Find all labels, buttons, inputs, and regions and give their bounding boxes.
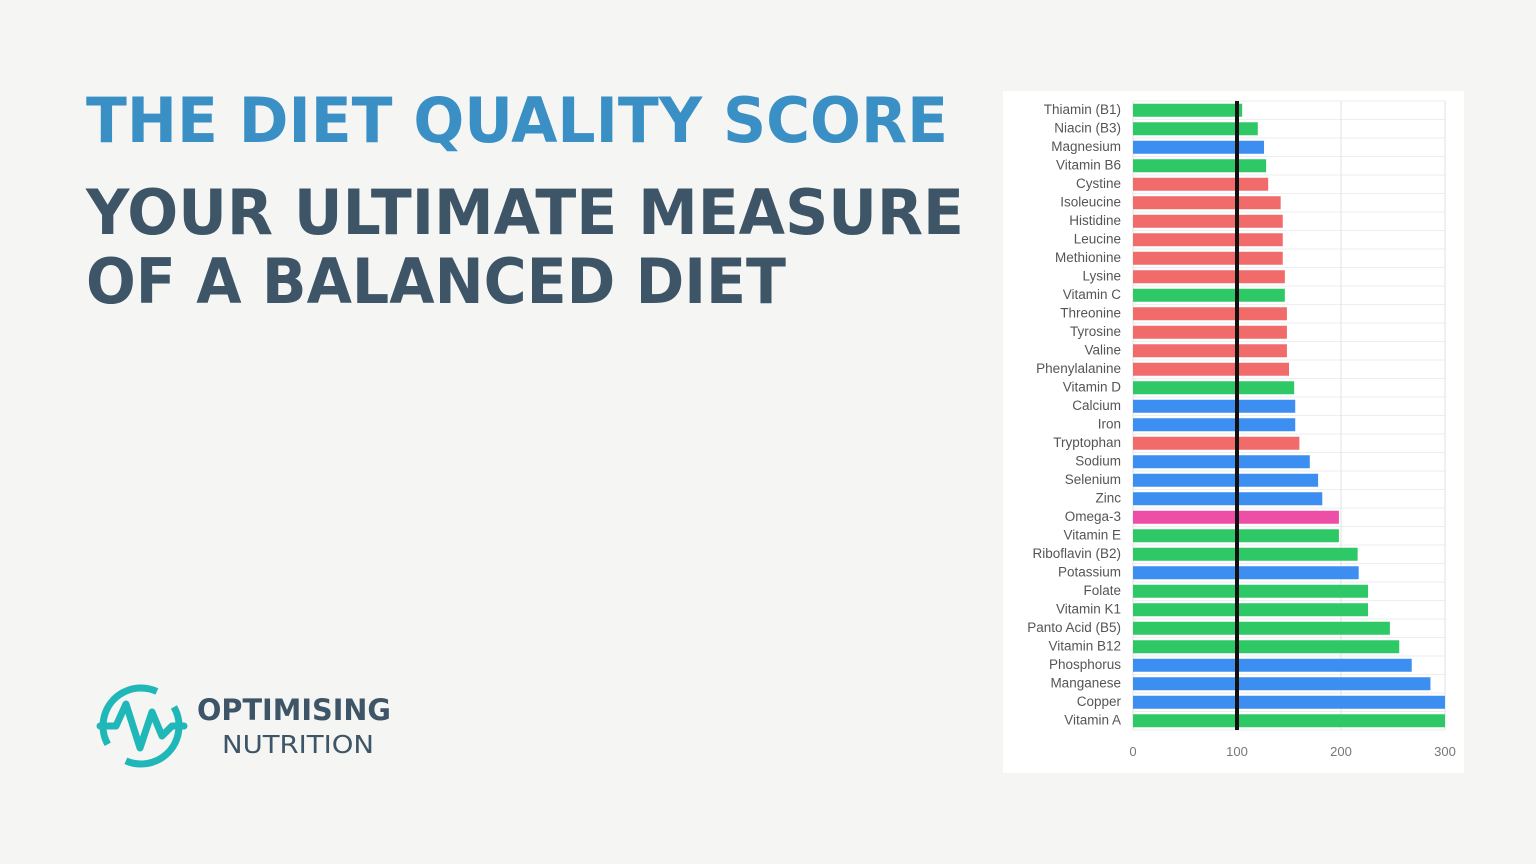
category-label: Omega-3 (1065, 509, 1121, 524)
bar (1133, 566, 1359, 580)
bar (1133, 436, 1300, 450)
bar (1133, 122, 1258, 136)
bar (1133, 547, 1358, 561)
bar (1133, 640, 1400, 654)
bar (1133, 196, 1281, 210)
category-label: Vitamin B12 (1048, 638, 1121, 653)
category-label: Selenium (1065, 472, 1121, 487)
category-label: Thiamin (B1) (1044, 102, 1121, 117)
bar (1133, 492, 1323, 506)
bar (1133, 325, 1287, 339)
logo-text: NUTRITION (222, 730, 374, 759)
category-label: Copper (1077, 694, 1122, 709)
subheadline: OF A BALANCED DIET (86, 245, 786, 318)
bar (1133, 677, 1431, 691)
x-tick-label: 100 (1226, 744, 1248, 759)
category-label: Vitamin E (1063, 527, 1121, 542)
category-label: Vitamin K1 (1056, 601, 1121, 616)
bar (1133, 621, 1390, 635)
headline: THE DIET QUALITY SCORE (86, 84, 948, 157)
category-label: Isoleucine (1060, 194, 1121, 209)
category-label: Manganese (1050, 675, 1121, 690)
category-label: Cystine (1076, 176, 1121, 191)
bar (1133, 270, 1285, 284)
bar (1133, 159, 1267, 173)
category-label: Vitamin C (1063, 287, 1122, 302)
subheadline: YOUR ULTIMATE MEASURE (85, 176, 964, 249)
category-label: Threonine (1060, 305, 1121, 320)
bar (1133, 344, 1287, 358)
x-tick-label: 0 (1129, 744, 1136, 759)
bar (1133, 214, 1283, 228)
category-label: Riboflavin (B2) (1032, 546, 1121, 561)
category-label: Tyrosine (1070, 324, 1121, 339)
category-label: Magnesium (1051, 139, 1121, 154)
bar (1133, 455, 1310, 469)
bar (1133, 251, 1283, 265)
category-label: Leucine (1074, 231, 1121, 246)
bar (1133, 177, 1269, 191)
x-tick-label: 300 (1434, 744, 1456, 759)
bar (1133, 399, 1296, 413)
category-label: Methionine (1055, 250, 1121, 265)
category-label: Folate (1083, 583, 1121, 598)
bar (1133, 381, 1295, 395)
bar (1133, 714, 1445, 728)
bar (1133, 103, 1243, 117)
category-label: Tryptophan (1053, 435, 1121, 450)
category-label: Potassium (1058, 564, 1121, 579)
bar (1133, 695, 1445, 709)
category-label: Calcium (1072, 398, 1121, 413)
bar (1133, 307, 1287, 321)
category-label: Vitamin B6 (1056, 157, 1121, 172)
category-label: Niacin (B3) (1054, 120, 1121, 135)
category-label: Histidine (1069, 213, 1121, 228)
x-tick-label: 200 (1330, 744, 1352, 759)
logo-text: OPTIMISING (197, 693, 391, 727)
bar (1133, 233, 1283, 247)
category-label: Phosphorus (1049, 657, 1121, 672)
category-label: Zinc (1095, 490, 1121, 505)
category-label: Phenylalanine (1036, 361, 1121, 376)
bar (1133, 288, 1285, 302)
bar (1133, 473, 1319, 487)
bar (1133, 362, 1289, 376)
category-label: Vitamin A (1064, 712, 1121, 727)
logo-icon (96, 684, 188, 768)
category-label: Valine (1084, 342, 1121, 357)
category-label: Panto Acid (B5) (1027, 620, 1121, 635)
bar (1133, 584, 1369, 598)
category-label: Iron (1098, 416, 1121, 431)
category-label: Lysine (1082, 268, 1121, 283)
bar (1133, 418, 1296, 432)
bar (1133, 658, 1412, 672)
category-label: Sodium (1075, 453, 1121, 468)
category-label: Vitamin D (1063, 379, 1122, 394)
chart: 0 100 200 300 Thiamin (B1) Niacin (B3) Magnesi… (1027, 100, 1456, 759)
bar (1133, 603, 1369, 617)
bar (1133, 140, 1265, 154)
